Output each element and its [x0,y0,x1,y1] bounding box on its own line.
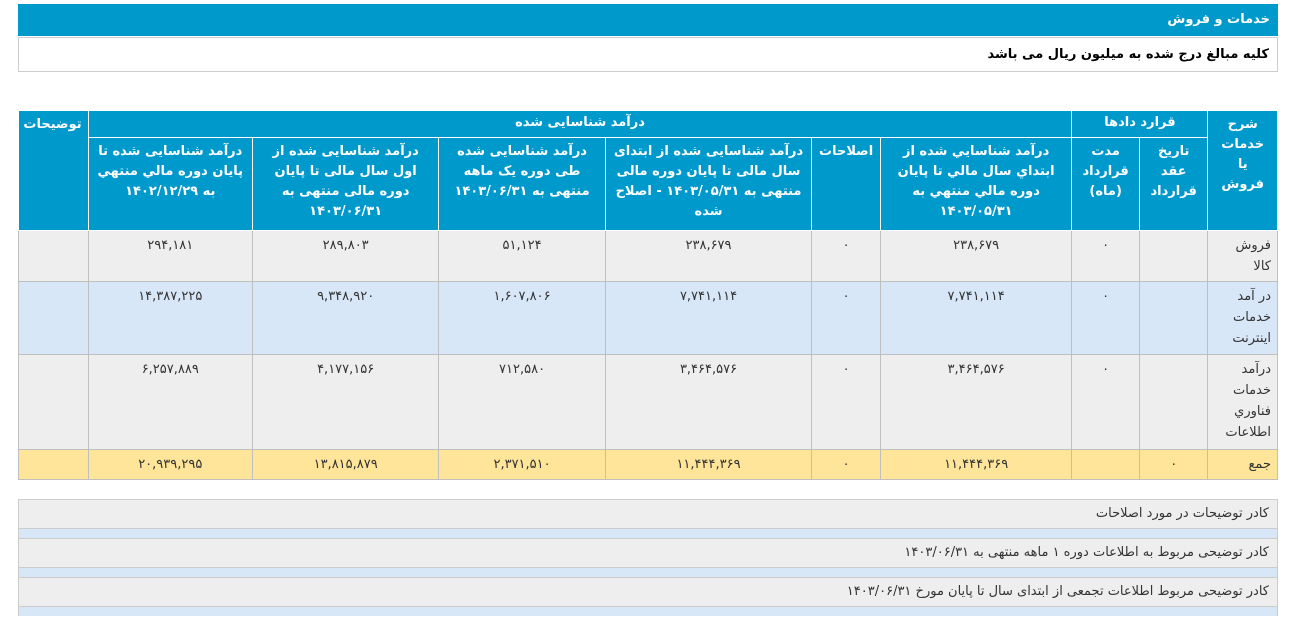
header-contracts: قرارد دادها [1071,110,1209,138]
row-revenue-month: ۱,۶۰۷,۸۰۶ [438,281,606,355]
total-label: جمع [1207,449,1278,480]
row-description: درآمد خدمات فناوري اطلاعات [1207,354,1278,450]
row-contract-date [1138,281,1209,355]
header-revenue-year-end: درآمد شناسایی شده تا پایان دوره مالي منت… [87,137,253,231]
row-contract-duration: ۰ [1071,230,1140,282]
note-spacer [18,607,1278,616]
total-revenue-month: ۲,۳۷۱,۵۱۰ [438,449,606,480]
total-contract-date: ۰ [1138,449,1209,480]
row-revenue-ytd: ۴,۱۷۷,۱۵۶ [251,354,440,450]
table-row: فروش کالا ۰ ۲۳۸,۶۷۹ ۰ ۲۳۸,۶۷۹ ۵۱,۱۲۴ ۲۸۹… [18,230,1278,282]
row-revenue-prior-adjusted: ۲۳۸,۶۷۹ [604,230,813,282]
total-notes [18,449,89,480]
row-contract-duration: ۰ [1071,281,1140,355]
row-notes [18,354,89,450]
total-contract-duration [1071,449,1140,480]
row-revenue-prior: ۲۳۸,۶۷۹ [879,230,1073,282]
row-revenue-year-end: ۱۴,۳۸۷,۲۲۵ [87,281,253,355]
row-contract-duration: ۰ [1071,354,1140,450]
total-revenue-ytd: ۱۳,۸۱۵,۸۷۹ [251,449,440,480]
header-recognized-revenue: درآمد شناسایی شده [87,110,1073,138]
adjustments-note-box: کادر توضیحات در مورد اصلاحات [18,499,1278,529]
row-contract-date [1138,354,1209,450]
total-row: جمع ۰ ۱۱,۴۴۴,۳۶۹ ۰ ۱۱,۴۴۴,۳۶۹ ۲,۳۷۱,۵۱۰ … [18,449,1278,480]
table-row: در آمد خدمات اينترنت ۰ ۷,۷۴۱,۱۱۴ ۰ ۷,۷۴۱… [18,281,1278,355]
monthly-note-box: کادر توضیحی مربوط به اطلاعات دوره ۱ ماهه… [18,538,1278,568]
header-contract-date: تاريخ عقد قرارداد [1138,137,1209,231]
total-revenue-year-end: ۲۰,۹۳۹,۲۹۵ [87,449,253,480]
row-revenue-month: ۵۱,۱۲۴ [438,230,606,282]
row-contract-date [1138,230,1209,282]
row-adjustments: ۰ [811,281,881,355]
row-adjustments: ۰ [811,354,881,450]
cumulative-note-box: کادر توضیحی مربوط اطلاعات تجمعی از ابتدا… [18,577,1278,607]
header-revenue-month: درآمد شناسایی شده طی دوره یک ماهه منتهی … [438,137,606,231]
row-revenue-prior-adjusted: ۳,۴۶۴,۵۷۶ [604,354,813,450]
row-revenue-year-end: ۶,۲۵۷,۸۸۹ [87,354,253,450]
header-revenue-prior-adjusted: درآمد شناسایی شده از ابتدای سال مالی تا … [604,137,813,231]
revenue-table: شرح خدمات يا فروش قرارد دادها درآمد شناس… [18,110,1278,480]
header-notes: توضیحات [18,110,89,231]
unit-note: کلیه مبالغ درج شده به میلیون ریال می باش… [18,37,1278,72]
row-revenue-month: ۷۱۲,۵۸۰ [438,354,606,450]
table-row: درآمد خدمات فناوري اطلاعات ۰ ۳,۴۶۴,۵۷۶ ۰… [18,354,1278,450]
note-spacer [18,568,1278,577]
header-revenue-ytd: درآمد شناسایی شده از اول سال مالی تا پای… [251,137,440,231]
header-description: شرح خدمات يا فروش [1207,110,1278,231]
row-revenue-prior: ۷,۷۴۱,۱۱۴ [879,281,1073,355]
row-revenue-year-end: ۲۹۴,۱۸۱ [87,230,253,282]
header-adjustments: اصلاحات [811,137,881,231]
total-adjustments: ۰ [811,449,881,480]
row-notes [18,281,89,355]
header-revenue-prior: درآمد شناسايي شده از ابتداي سال مالي تا … [879,137,1073,231]
note-spacer [18,529,1278,538]
row-revenue-prior: ۳,۴۶۴,۵۷۶ [879,354,1073,450]
section-title: خدمات و فروش [18,4,1278,36]
row-adjustments: ۰ [811,230,881,282]
notes-section: کادر توضیحات در مورد اصلاحات کادر توضیحی… [18,499,1278,616]
row-description: فروش کالا [1207,230,1278,282]
row-revenue-prior-adjusted: ۷,۷۴۱,۱۱۴ [604,281,813,355]
total-revenue-prior-adjusted: ۱۱,۴۴۴,۳۶۹ [604,449,813,480]
row-description: در آمد خدمات اينترنت [1207,281,1278,355]
row-revenue-ytd: ۲۸۹,۸۰۳ [251,230,440,282]
total-revenue-prior: ۱۱,۴۴۴,۳۶۹ [879,449,1073,480]
row-revenue-ytd: ۹,۳۴۸,۹۲۰ [251,281,440,355]
header-contract-duration: مدت قرارداد (ماه) [1071,137,1140,231]
row-notes [18,230,89,282]
